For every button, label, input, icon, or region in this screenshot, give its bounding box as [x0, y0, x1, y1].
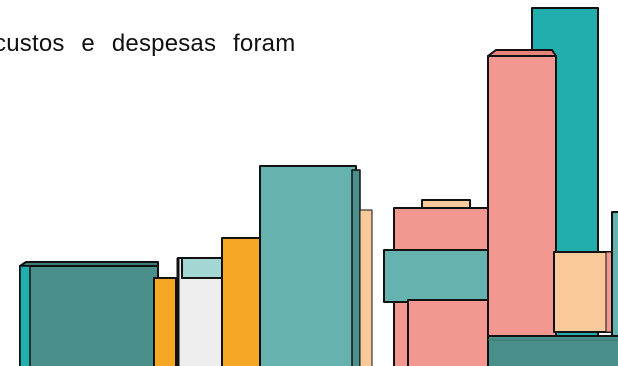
- block-salmon-tallest: [487, 49, 557, 366]
- block-teal-tall: [259, 165, 373, 366]
- block-teal-band: [383, 249, 495, 303]
- block-orange-2: [221, 237, 263, 366]
- caption-text: custos e despesas foram: [0, 30, 296, 57]
- block-orange-1: [153, 277, 177, 366]
- block-teal-left: [19, 261, 159, 366]
- block-teal-base: [487, 335, 618, 366]
- block-teal-right-edge: [611, 211, 618, 366]
- block-peach-right: [553, 251, 615, 333]
- block-salmon-low: [407, 299, 495, 366]
